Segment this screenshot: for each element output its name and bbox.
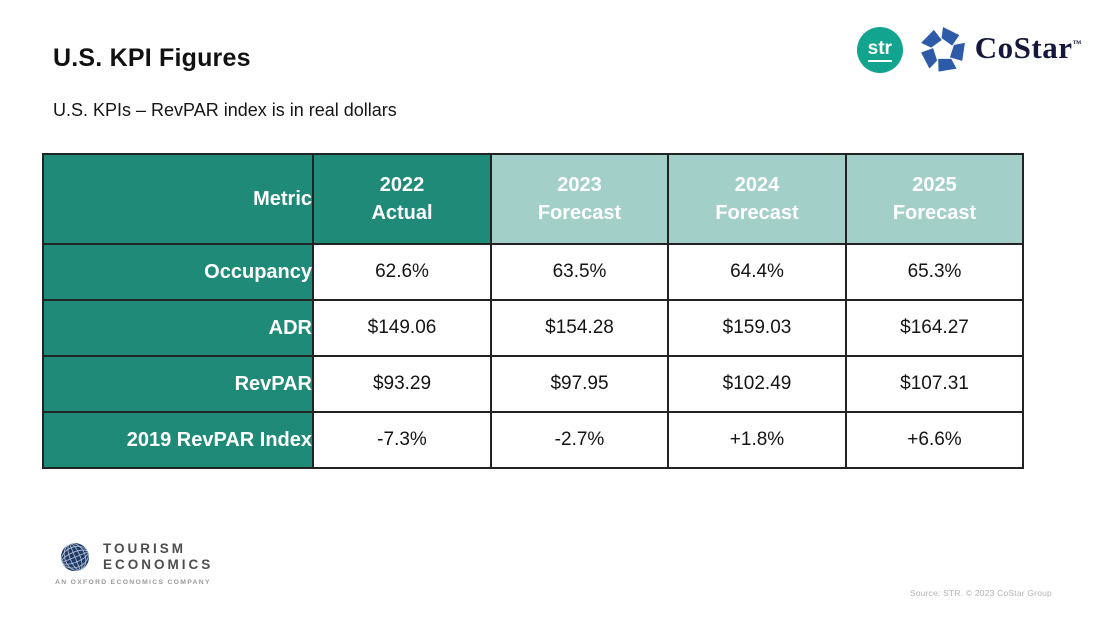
data-cell: +1.8%: [667, 411, 847, 469]
data-cell: 65.3%: [845, 243, 1024, 301]
tourism-economics-logo: TOURISM ECONOMICS AN OXFORD ECONOMICS CO…: [55, 541, 235, 586]
costar-logo: CoStar™: [919, 26, 1082, 74]
str-logo-icon: str: [856, 27, 903, 73]
costar-star-icon: [920, 26, 965, 72]
source-note: Source: STR. © 2023 CoStar Group: [909, 588, 1052, 598]
header-type: Actual: [371, 202, 433, 224]
header-metric: Metric: [42, 153, 314, 245]
tourism-economics-wordmark: TOURISM ECONOMICS: [103, 541, 213, 573]
logo-row: str CoStar™: [856, 26, 1082, 74]
header-2023-forecast: 2023 Forecast: [490, 153, 669, 245]
data-cell: $102.49: [667, 355, 847, 413]
data-cell: $149.06: [312, 299, 492, 357]
data-cell: -2.7%: [490, 411, 669, 469]
tourism-line: TOURISM: [103, 541, 187, 556]
header-type: Forecast: [892, 202, 977, 224]
header-year: 2025: [912, 174, 957, 196]
data-cell: 63.5%: [490, 243, 669, 301]
costar-wordmark: CoStar™: [975, 30, 1082, 66]
kpi-table: Metric 2022 Actual 2023 Forecast 2024 Fo…: [42, 153, 1024, 469]
data-cell: 62.6%: [312, 243, 492, 301]
data-cell: -7.3%: [312, 411, 492, 469]
header-year: 2023: [557, 174, 602, 196]
header-year: 2024: [734, 174, 780, 196]
str-logo-label: str: [867, 39, 892, 62]
data-cell: $159.03: [667, 299, 847, 357]
row-label: ADR: [42, 299, 314, 357]
table-row-revpar: RevPAR $93.29 $97.95 $102.49 $107.31: [42, 355, 1024, 413]
header-2025-forecast: 2025 Forecast: [845, 153, 1024, 245]
globe-icon: [60, 543, 90, 572]
header-type: Forecast: [715, 202, 799, 224]
table-row-2019-revpar-index: 2019 RevPAR Index -7.3% -2.7% +1.8% +6.6…: [42, 411, 1024, 469]
data-cell: +6.6%: [845, 411, 1024, 469]
data-cell: 64.4%: [667, 243, 847, 301]
header-2022-actual: 2022 Actual: [312, 153, 492, 245]
economics-line: ECONOMICS: [103, 556, 214, 572]
page-subtitle: U.S. KPIs – RevPAR index is in real doll…: [53, 100, 397, 120]
table-row-occupancy: Occupancy 62.6% 63.5% 64.4% 65.3%: [42, 243, 1024, 301]
page-title: U.S. KPI Figures: [53, 44, 251, 72]
data-cell: $97.95: [490, 355, 669, 413]
table-row-adr: ADR $149.06 $154.28 $159.03 $164.27: [42, 299, 1024, 357]
table-header-row: Metric 2022 Actual 2023 Forecast 2024 Fo…: [42, 153, 1024, 245]
data-cell: $154.28: [490, 299, 669, 357]
row-label: 2019 RevPAR Index: [42, 411, 314, 469]
row-label: RevPAR: [42, 355, 314, 413]
tourism-economics-tagline: AN OXFORD ECONOMICS COMPANY: [55, 579, 211, 586]
header-year: 2022: [379, 174, 425, 196]
data-cell: $93.29: [312, 355, 492, 413]
header-type: Forecast: [537, 202, 622, 224]
costar-wordmark-text: CoStar: [974, 30, 1073, 65]
data-cell: $107.31: [845, 355, 1024, 413]
row-label: Occupancy: [42, 243, 314, 301]
data-cell: $164.27: [845, 299, 1024, 357]
costar-trademark: ™: [1072, 38, 1082, 49]
header-2024-forecast: 2024 Forecast: [667, 153, 847, 245]
